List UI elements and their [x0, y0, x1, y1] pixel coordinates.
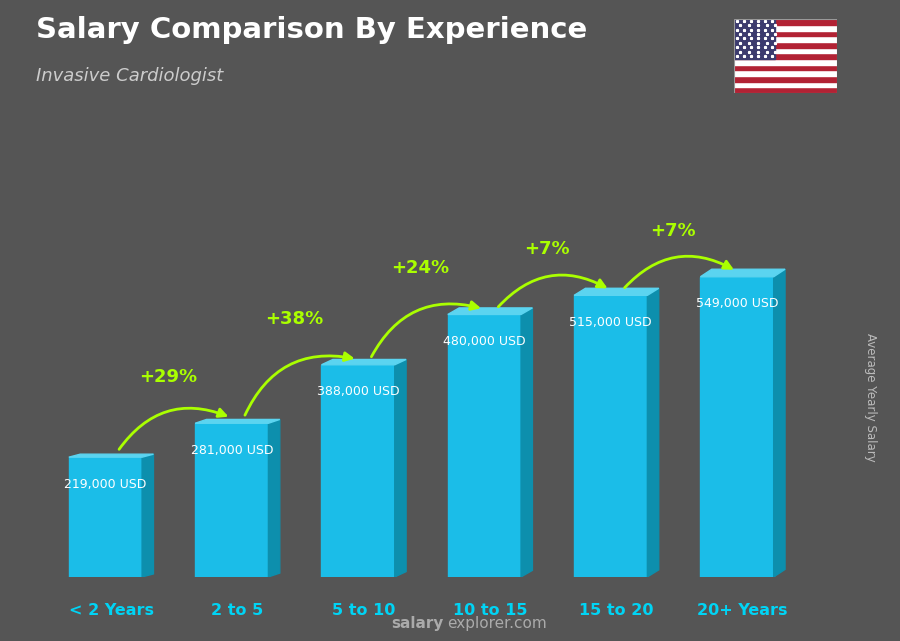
Bar — [734, 25, 837, 31]
Text: 219,000 USD: 219,000 USD — [64, 478, 147, 490]
Text: +38%: +38% — [266, 310, 323, 328]
Bar — [734, 37, 837, 42]
Bar — [734, 87, 837, 93]
Polygon shape — [68, 454, 154, 457]
Polygon shape — [395, 360, 406, 577]
Polygon shape — [321, 360, 406, 365]
Text: Average Yearly Salary: Average Yearly Salary — [865, 333, 878, 462]
Text: 549,000 USD: 549,000 USD — [696, 297, 778, 310]
Bar — [734, 31, 837, 37]
Bar — [734, 42, 837, 47]
Polygon shape — [521, 308, 533, 577]
Text: 388,000 USD: 388,000 USD — [317, 385, 400, 398]
Polygon shape — [647, 288, 659, 577]
Polygon shape — [195, 419, 280, 423]
Polygon shape — [574, 288, 659, 296]
Text: +24%: +24% — [392, 260, 450, 278]
Bar — [448, 315, 521, 577]
Polygon shape — [448, 308, 533, 315]
Text: 5 to 10: 5 to 10 — [332, 603, 395, 618]
Bar — [734, 47, 837, 53]
Polygon shape — [700, 269, 785, 277]
Polygon shape — [774, 269, 785, 577]
Bar — [321, 365, 395, 577]
Text: +29%: +29% — [139, 368, 197, 386]
Text: 281,000 USD: 281,000 USD — [191, 444, 273, 457]
Text: 15 to 20: 15 to 20 — [580, 603, 653, 618]
Bar — [734, 81, 837, 87]
Text: +7%: +7% — [651, 222, 696, 240]
Polygon shape — [268, 419, 280, 577]
Text: 2 to 5: 2 to 5 — [212, 603, 264, 618]
Bar — [195, 423, 268, 577]
Bar — [700, 277, 774, 577]
Bar — [734, 59, 837, 65]
Text: Salary Comparison By Experience: Salary Comparison By Experience — [36, 16, 587, 44]
Text: 10 to 15: 10 to 15 — [453, 603, 527, 618]
Bar — [734, 53, 837, 59]
Bar — [734, 71, 837, 76]
Text: 480,000 USD: 480,000 USD — [443, 335, 526, 348]
Bar — [734, 76, 837, 81]
Text: 515,000 USD: 515,000 USD — [570, 316, 652, 329]
Text: < 2 Years: < 2 Years — [68, 603, 154, 618]
Bar — [68, 457, 142, 577]
Polygon shape — [142, 454, 154, 577]
Bar — [734, 65, 837, 71]
Bar — [734, 19, 837, 25]
Text: +7%: +7% — [524, 240, 570, 258]
Text: 20+ Years: 20+ Years — [698, 603, 788, 618]
Bar — [734, 19, 775, 59]
Text: Invasive Cardiologist: Invasive Cardiologist — [36, 67, 223, 85]
Text: salary: salary — [392, 617, 444, 631]
Bar — [574, 296, 647, 577]
Text: explorer.com: explorer.com — [447, 617, 547, 631]
